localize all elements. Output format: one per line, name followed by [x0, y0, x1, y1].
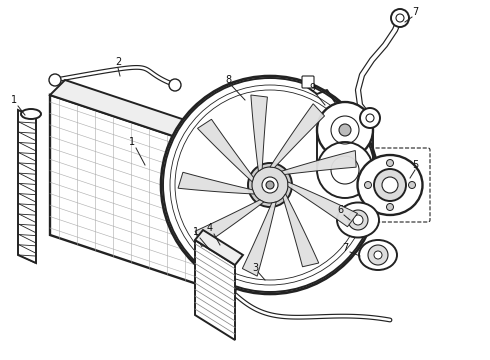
- Polygon shape: [195, 240, 235, 340]
- Circle shape: [317, 102, 373, 158]
- Circle shape: [353, 215, 363, 225]
- Polygon shape: [282, 150, 356, 175]
- Ellipse shape: [359, 240, 397, 270]
- Circle shape: [248, 163, 292, 207]
- Text: 4: 4: [207, 223, 213, 233]
- Text: 1: 1: [193, 227, 199, 237]
- Circle shape: [266, 181, 274, 189]
- Text: 1: 1: [129, 137, 135, 147]
- Polygon shape: [251, 95, 268, 171]
- Circle shape: [387, 203, 393, 211]
- Circle shape: [382, 177, 398, 193]
- Circle shape: [365, 181, 371, 189]
- Circle shape: [409, 181, 416, 189]
- Circle shape: [339, 124, 351, 136]
- Circle shape: [49, 74, 61, 86]
- Circle shape: [224, 284, 236, 296]
- Circle shape: [391, 9, 409, 27]
- Polygon shape: [270, 104, 324, 167]
- Polygon shape: [50, 80, 245, 155]
- Circle shape: [262, 177, 278, 193]
- Circle shape: [368, 245, 388, 265]
- Ellipse shape: [358, 155, 422, 215]
- Polygon shape: [288, 182, 358, 227]
- Text: 5: 5: [412, 160, 418, 170]
- Text: 2: 2: [115, 57, 121, 67]
- Circle shape: [169, 79, 181, 91]
- Circle shape: [360, 108, 380, 128]
- Text: 7: 7: [342, 243, 348, 253]
- Text: 8: 8: [225, 75, 231, 85]
- Circle shape: [374, 251, 382, 259]
- Text: 1: 1: [11, 95, 17, 105]
- Text: 6: 6: [337, 205, 343, 215]
- Text: 3: 3: [252, 263, 258, 273]
- Circle shape: [387, 159, 393, 166]
- Polygon shape: [195, 230, 243, 265]
- Text: 7: 7: [412, 7, 418, 17]
- Circle shape: [252, 167, 288, 203]
- Polygon shape: [178, 172, 254, 194]
- Polygon shape: [243, 202, 276, 276]
- Polygon shape: [283, 194, 319, 267]
- Polygon shape: [18, 110, 36, 263]
- Polygon shape: [230, 140, 245, 295]
- FancyBboxPatch shape: [302, 76, 314, 88]
- Ellipse shape: [337, 202, 379, 238]
- Polygon shape: [195, 200, 264, 247]
- Circle shape: [317, 142, 373, 198]
- Circle shape: [161, 76, 379, 294]
- Circle shape: [348, 210, 368, 230]
- Text: 9: 9: [309, 83, 315, 93]
- Circle shape: [374, 169, 406, 201]
- Polygon shape: [50, 95, 230, 295]
- Ellipse shape: [21, 109, 41, 119]
- Polygon shape: [197, 119, 254, 182]
